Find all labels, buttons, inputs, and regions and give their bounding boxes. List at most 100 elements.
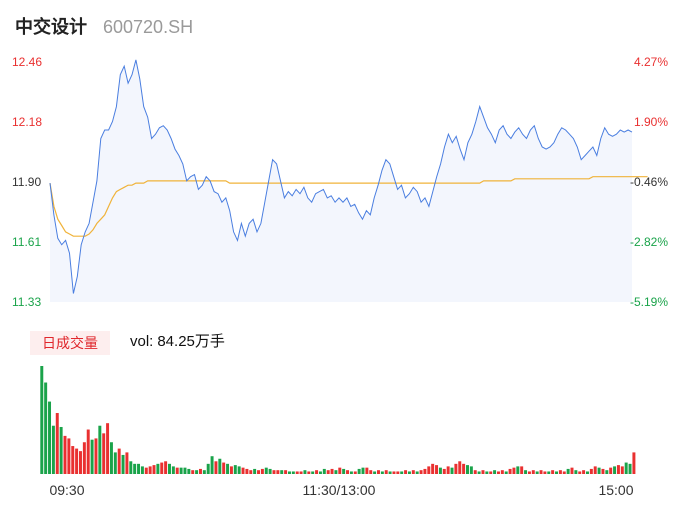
- volume-bar: [543, 471, 547, 474]
- volume-bar: [206, 463, 210, 474]
- volume-bar: [334, 470, 338, 474]
- volume-bar: [396, 471, 400, 474]
- volume-bar: [237, 466, 241, 474]
- volume-bar: [253, 468, 257, 474]
- volume-prefix: vol:: [130, 333, 154, 350]
- stock-code: 600720.SH: [103, 17, 194, 37]
- volume-bar: [129, 461, 133, 474]
- volume-bar: [187, 468, 191, 474]
- volume-bar: [315, 470, 319, 474]
- volume-bar: [117, 448, 121, 474]
- volume-bar: [555, 471, 558, 474]
- volume-bar: [357, 468, 361, 474]
- volume-bar: [535, 471, 539, 474]
- volume-value: 84.25万手: [157, 333, 225, 350]
- volume-bar: [384, 470, 388, 474]
- volume-bar: [566, 468, 570, 474]
- volume-bar: [539, 470, 543, 474]
- volume-bar: [222, 462, 226, 474]
- volume-bar: [144, 467, 148, 474]
- stock-name: 中交设计: [15, 17, 87, 37]
- volume-bar: [311, 471, 315, 474]
- volume-bar: [469, 466, 473, 474]
- time-tick-label: 11:30/13:00: [303, 482, 376, 498]
- volume-bar: [198, 468, 202, 474]
- volume-bar: [241, 467, 245, 474]
- volume-bar: [562, 471, 566, 474]
- volume-bar: [140, 466, 144, 474]
- price-line: [49, 59, 633, 294]
- volume-bar: [55, 413, 59, 474]
- volume-bar: [489, 471, 493, 474]
- volume-readout: vol: 84.25万手: [130, 332, 225, 352]
- volume-bar: [71, 446, 75, 474]
- volume-bar: [500, 470, 504, 474]
- volume-bar: [466, 465, 469, 474]
- volume-bar: [512, 467, 516, 474]
- volume-bar: [260, 468, 264, 474]
- volume-bar: [578, 471, 582, 474]
- volume-bar: [361, 467, 365, 474]
- percent-tick-label: 4.27%: [634, 55, 668, 69]
- volume-bar: [353, 471, 357, 474]
- volume-bar: [257, 470, 260, 474]
- volume-bar: [48, 401, 52, 474]
- volume-bar: [593, 466, 597, 474]
- volume-bar: [82, 442, 86, 474]
- volume-bar: [299, 471, 303, 474]
- volume-bar: [137, 463, 141, 474]
- volume-bar: [245, 468, 249, 474]
- volume-bar: [585, 471, 589, 474]
- volume-bar: [407, 471, 411, 474]
- volume-bar: [94, 438, 98, 474]
- volume-bar: [284, 470, 288, 474]
- percent-tick-label: -2.82%: [630, 235, 668, 249]
- right-percent-axis: 4.27% 1.90% -0.46% -2.82% -5.19%: [630, 55, 668, 309]
- volume-bar: [419, 470, 423, 474]
- volume-bar: [392, 471, 396, 474]
- volume-bar: [404, 470, 408, 474]
- volume-bar: [411, 470, 415, 474]
- volume-bar: [438, 467, 442, 474]
- volume-bar: [485, 471, 489, 474]
- volume-bar: [272, 470, 276, 474]
- volume-bar: [632, 452, 636, 474]
- time-tick-label: 15:00: [598, 482, 633, 498]
- price-tick-label: 12.18: [12, 115, 42, 129]
- volume-bar: [516, 466, 520, 474]
- volume-bar: [373, 471, 377, 474]
- volume-bar: [90, 439, 94, 474]
- volume-bar: [570, 467, 574, 474]
- volume-bar: [508, 468, 512, 474]
- volume-bar: [51, 425, 55, 474]
- volume-bar: [326, 470, 330, 474]
- volume-bar: [202, 470, 206, 474]
- volume-bar: [307, 471, 311, 474]
- volume-bar: [527, 471, 531, 474]
- volume-bar: [589, 468, 593, 474]
- volume-bar: [520, 466, 524, 474]
- volume-tab[interactable]: 日成交量: [30, 331, 110, 355]
- stock-header: 中交设计 600720.SH: [15, 13, 193, 39]
- volume-bar: [102, 433, 106, 474]
- volume-bar: [380, 471, 384, 474]
- price-area: [50, 59, 632, 303]
- price-tick-label: 12.46: [12, 55, 42, 69]
- volume-bar: [574, 470, 578, 474]
- volume-bar: [427, 466, 431, 474]
- volume-bar: [477, 471, 481, 474]
- volume-bar: [458, 461, 462, 474]
- volume-bar: [558, 470, 562, 474]
- volume-bar: [388, 471, 392, 474]
- price-tick-label: 11.33: [12, 295, 41, 309]
- volume-bar: [551, 470, 555, 474]
- price-tick-label: 11.61: [12, 235, 41, 249]
- volume-bar: [214, 461, 218, 474]
- volume-bar: [462, 463, 466, 474]
- price-tick-label: 11.90: [12, 175, 41, 189]
- volume-bar: [400, 471, 404, 474]
- volume-bar: [63, 435, 67, 474]
- volume-bar: [59, 426, 63, 474]
- volume-bar: [233, 465, 237, 474]
- volume-bar: [454, 463, 458, 474]
